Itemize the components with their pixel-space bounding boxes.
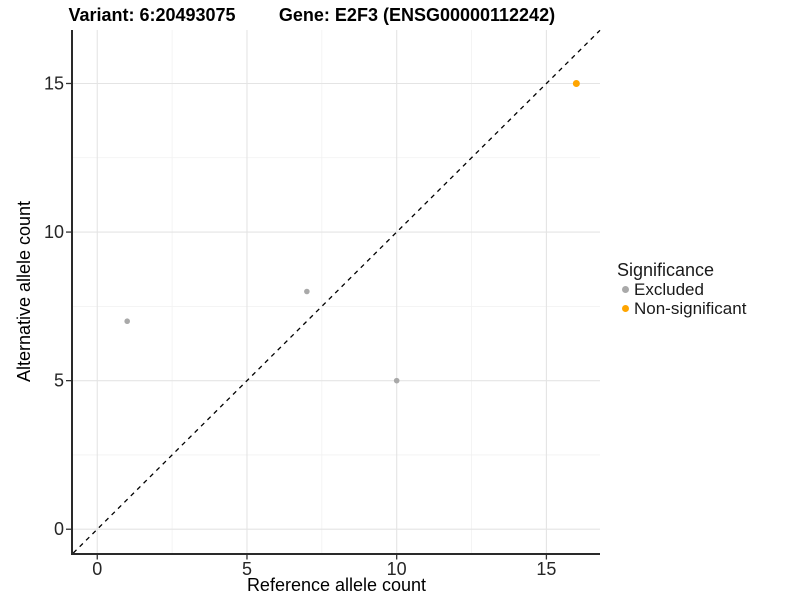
plot-title-variant: Variant: 6:20493075 (68, 5, 236, 25)
data-point-excluded (393, 377, 400, 384)
y-axis-title: Alternative allele count (14, 201, 34, 382)
legend-row-excluded: Excluded (616, 280, 746, 299)
x-tick-label: 15 (536, 559, 556, 579)
y-tick-label: 15 (44, 73, 64, 93)
excluded-point-icon (622, 286, 629, 293)
plot-title-gene: Gene: E2F3 (ENSG00000112242) (278, 5, 556, 25)
non-significant-point-icon (622, 305, 629, 312)
legend-label-non-significant: Non-significant (634, 298, 747, 318)
x-axis-title: Reference allele count (247, 575, 426, 595)
data-point-excluded (304, 288, 310, 295)
legend: Significance Excluded Non-significant (616, 261, 746, 318)
identity-reference-line (72, 29, 601, 554)
y-tick-label: 5 (54, 371, 64, 391)
x-tick-label: 0 (92, 559, 102, 579)
data-point-excluded (124, 318, 130, 325)
y-tick-label: 10 (44, 222, 64, 242)
legend-row-non-significant: Non-significant (616, 299, 746, 318)
legend-label-excluded: Excluded (634, 279, 704, 299)
legend-title: Significance (617, 260, 715, 280)
x-tick-label: 5 (242, 559, 252, 579)
data-point-non-significant (572, 79, 580, 87)
y-tick-label: 0 (54, 519, 64, 539)
x-tick-label: 10 (387, 559, 407, 579)
